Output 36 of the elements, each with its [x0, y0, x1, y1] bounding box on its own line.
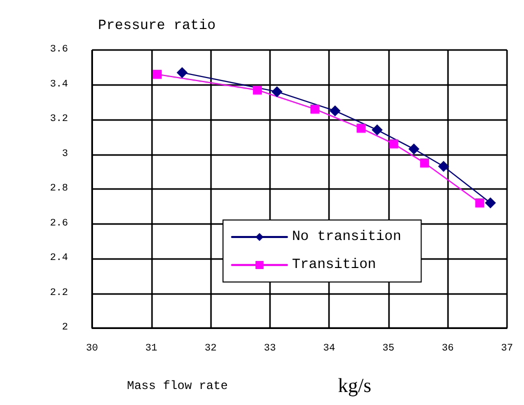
point: [330, 105, 341, 116]
point: [176, 67, 188, 78]
y-tick-label: 2.6: [50, 218, 68, 230]
x-tick-label: 34: [323, 344, 336, 354]
x-tick-label: 35: [382, 344, 394, 354]
legend-label: No transition: [292, 229, 402, 245]
chart-title: Pressure ratio: [98, 18, 216, 34]
y-tick-label: 3.6: [50, 44, 68, 56]
point: [356, 124, 366, 133]
point: [420, 158, 430, 168]
y-tick-label: 2.2: [50, 288, 68, 299]
point: [438, 160, 450, 172]
y-tick-label: 3.4: [50, 79, 68, 90]
y-tick-label: 3: [62, 148, 68, 160]
x-tick-label: 33: [264, 344, 276, 354]
y-tick-label: 2: [62, 322, 68, 334]
x-tick-label: 32: [204, 344, 217, 354]
point: [484, 197, 496, 208]
legend-label: Transition: [292, 257, 376, 273]
point: [310, 104, 320, 114]
point: [389, 139, 398, 148]
y-tick-label: 2.4: [50, 253, 68, 264]
x-tick-label: 37: [500, 344, 514, 354]
point: [372, 124, 383, 136]
x-axis-title: Mass flow rate: [127, 379, 228, 393]
text: kg/s: [338, 375, 372, 397]
x-tick-label: 36: [442, 344, 454, 354]
point: [271, 86, 282, 98]
point: [152, 70, 162, 79]
point: [408, 144, 420, 155]
x-tick-label: 31: [145, 344, 158, 354]
y-tick-label: 2.8: [50, 184, 68, 194]
point: [475, 198, 484, 208]
point: [252, 85, 262, 94]
x-tick-label: 30: [86, 344, 98, 354]
y-tick-label: 3.2: [50, 114, 68, 125]
